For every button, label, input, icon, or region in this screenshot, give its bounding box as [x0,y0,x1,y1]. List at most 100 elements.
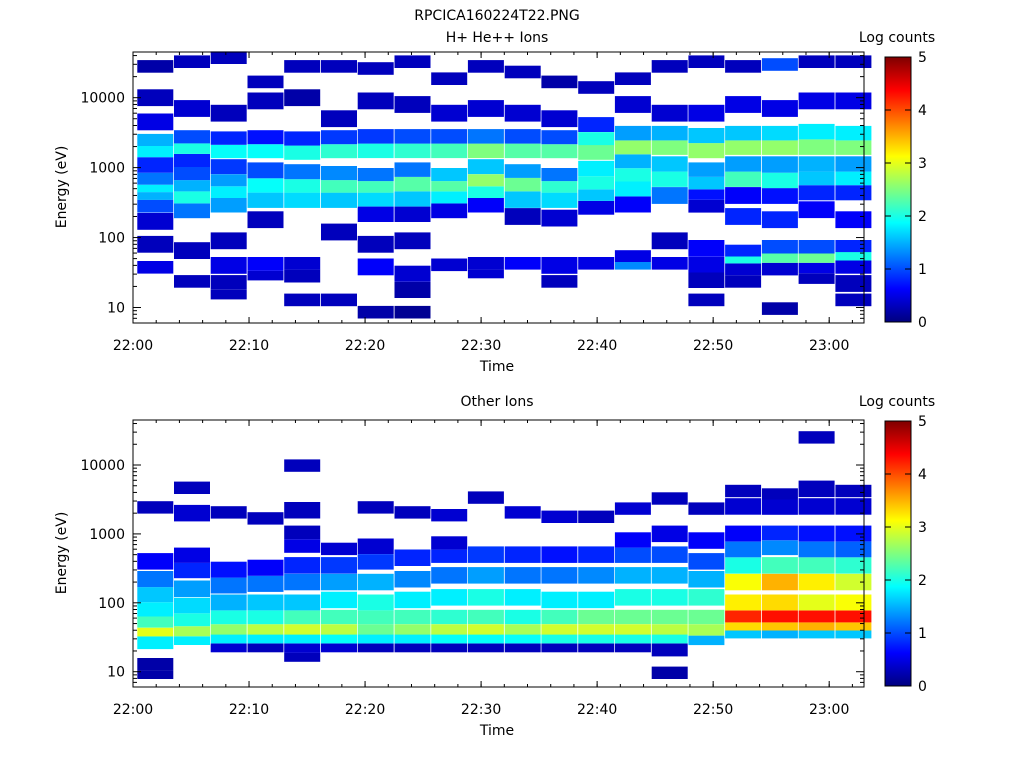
spectrogram-cell [688,240,725,257]
spectrogram-cell [431,536,468,550]
spectrogram-cell [504,634,541,644]
spectrogram-cell [321,542,357,556]
spectrogram-cell [137,627,174,637]
spectrogram-cell [651,104,688,122]
spectrogram-cell [210,174,247,187]
spectrogram-cell [578,591,615,609]
spectrogram-cell [210,634,247,644]
spectrogram-cell [541,609,578,625]
spectrogram-cell [541,130,578,145]
spectrogram-cell [541,110,578,128]
spectrogram-cell [798,253,835,263]
x-axis-label: Time [479,359,514,375]
spectrogram-cell [394,305,431,319]
spectrogram-cell [137,113,174,131]
spectrogram-cell [651,624,688,635]
spectrogram-cell [835,557,872,574]
spectrogram-cell [761,573,798,591]
spectrogram-cell [798,139,835,155]
spectrogram-cell [174,167,210,181]
y-tick-label: 10000 [80,91,125,107]
spectrogram-cell [578,81,615,94]
spectrogram-cell [394,96,431,113]
spectrogram-cell [541,181,578,193]
spectrogram-cell [798,557,835,574]
spectrogram-cell [210,159,247,175]
spectrogram-cell [247,178,284,193]
panel-title: Other Ions [460,394,533,410]
colorbar-label: Log counts [859,394,935,410]
spectrogram-cell [174,504,210,522]
spectrogram-cell [504,257,541,270]
spectrogram-cell [651,232,688,250]
spectrogram-cell [174,130,210,144]
spectrogram-cell [835,525,872,542]
spectrogram-cell [835,275,872,292]
spectrogram-cell [210,257,247,274]
spectrogram-cell [614,154,651,169]
spectrogram-cell [614,125,651,141]
spectrogram-cell [541,192,578,208]
spectrogram-cell [137,658,174,671]
spectrogram-cell [614,250,651,262]
spectrogram-cells [137,431,872,679]
spectrogram-cell [614,532,651,548]
spectrogram-cell [651,634,688,644]
spectrogram-cell [431,609,468,625]
spectrogram-cell [431,509,468,522]
spectrogram-cell [614,196,651,213]
spectrogram-cell [761,172,798,189]
spectrogram-cell [210,577,247,594]
spectrogram-cell [725,622,762,631]
spectrogram-cell [431,567,468,584]
spectrogram-cell [321,180,357,193]
spectrogram-cell [798,480,835,498]
spectrogram-cell [174,562,210,579]
colorbar-tick-label: 4 [918,103,927,119]
plot-frame [132,419,865,688]
spectrogram-cell [467,567,504,584]
spectrogram-cell [284,179,321,193]
spectrogram-cell [541,643,578,653]
spectrogram-cell [137,172,174,185]
spectrogram-cell [284,131,321,146]
spectrogram-cell [798,55,835,68]
spectrogram-cell [321,557,357,574]
spectrogram-cell [651,125,688,141]
spectrogram-cell [725,541,762,558]
spectrogram-cell [578,160,615,177]
spectrogram-cell [761,610,798,623]
spectrogram-cell [614,547,651,563]
spectrogram-cell [431,589,468,606]
spectrogram-cell [210,624,247,635]
spectrogram-cell [835,260,872,274]
spectrogram-cell [504,129,541,144]
spectrogram-cell [835,156,872,172]
spectrogram-cell [651,609,688,625]
spectrogram-cell [688,609,725,625]
spectrogram-cell [137,501,174,514]
spectrogram-cell [835,573,872,591]
spectrogram-cell [210,594,247,611]
spectrogram-cell [725,594,762,611]
spectrogram-cell [284,145,321,160]
spectrogram-cell [210,643,247,653]
x-tick-label: 23:00 [809,702,849,718]
spectrogram-cell [357,634,394,644]
spectrogram-cell [321,624,357,635]
spectrogram-cell [578,117,615,132]
spectrogram-cell [688,143,725,159]
spectrogram-cell [835,498,872,515]
spectrogram-cell [137,261,174,274]
spectrogram-cell [614,140,651,155]
spectrogram-cell [210,275,247,290]
y-tick-label: 1000 [89,527,125,543]
spectrogram-cell [504,506,541,519]
spectrogram-cell [284,539,321,553]
spectrogram-cell [688,502,725,515]
spectrogram-cell [284,573,321,591]
spectrogram-cell [651,589,688,606]
spectrogram-cell [284,502,321,519]
spectrogram-cell [578,643,615,653]
spectrogram-cell [137,616,174,628]
